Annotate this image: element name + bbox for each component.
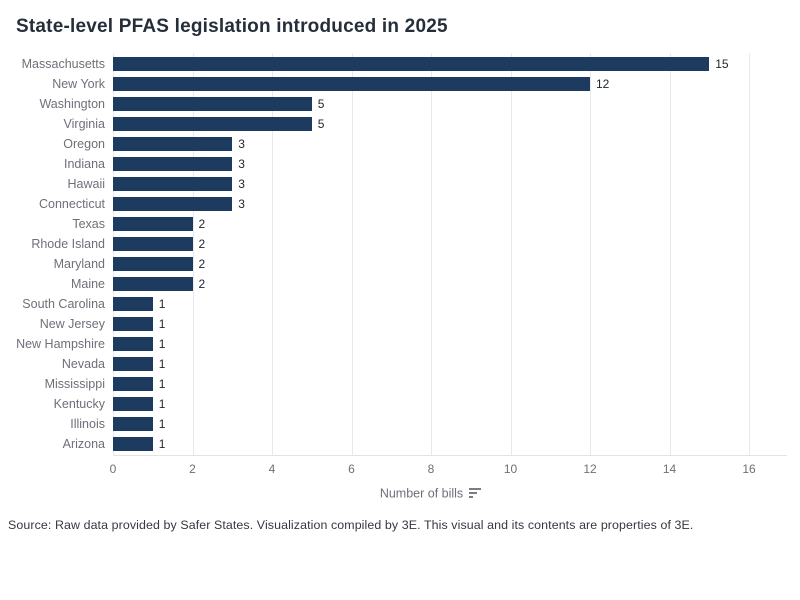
state-label: Mississippi [44,377,105,391]
bar [113,77,590,91]
bar [113,437,153,451]
bar [113,277,193,291]
bar [113,257,193,271]
x-tick-label: 10 [503,462,518,476]
value-label: 3 [238,177,245,191]
value-label: 1 [158,297,166,311]
value-label: 1 [158,317,166,331]
value-label: 1 [158,437,166,451]
gridline [749,53,750,455]
state-label: Hawaii [67,177,105,191]
bar [113,197,233,211]
value-label: 2 [198,237,206,251]
state-label: Massachusetts [21,57,105,71]
state-label: New Hampshire [16,337,105,351]
bar [113,117,312,131]
value-label: 5 [317,117,325,131]
state-label: Arizona [62,437,105,451]
value-label: 1 [158,357,166,371]
value-label: 3 [238,137,245,151]
chart-title: State-level PFAS legislation introduced … [16,16,448,37]
value-label: 2 [198,217,206,231]
state-label: New Jersey [39,317,105,331]
plot-area: 15 12 5 5 3 3 3 3 2 2 2 2 1 1 1 1 1 1 1 1 [113,53,750,455]
state-label: New York [52,77,105,91]
value-label: 15 [715,57,729,71]
source-note: Source: Raw data provided by Safer State… [8,518,694,532]
x-tick-label: 8 [427,462,435,476]
x-tick-label: 14 [662,462,677,476]
bar [113,397,153,411]
value-label: 1 [158,337,166,351]
state-label: Illinois [70,417,105,431]
bar [113,97,312,111]
bar [113,337,153,351]
x-axis-title-label: Number of bills [379,486,464,501]
bar [113,297,153,311]
bar [113,377,153,391]
state-label: Washington [39,97,105,111]
value-label: 12 [596,77,610,91]
bar [113,157,233,171]
value-label: 1 [158,397,166,411]
value-label: 2 [198,257,206,271]
bar [113,137,233,151]
x-tick-label: 2 [189,462,196,476]
bar [113,57,710,71]
state-label: Kentucky [53,397,105,411]
x-tick-label: 4 [268,462,276,476]
gridline [192,53,194,455]
value-label: 3 [238,197,245,211]
value-label: 5 [317,97,325,111]
x-tick-label: 0 [109,462,117,476]
state-label: South Carolina [22,297,105,311]
bar [113,417,153,431]
gridline [510,53,512,455]
bar [113,217,193,231]
value-label: 1 [158,417,166,431]
bar [113,317,153,331]
gridline [272,53,273,455]
x-tick-label: 6 [348,462,355,476]
gridline [590,53,591,455]
state-label: Maine [70,277,105,291]
state-label: Rhode Island [31,237,105,251]
state-label: Nevada [61,357,105,371]
x-tick-label: 12 [583,462,597,476]
gridline [431,53,432,455]
state-label: Virginia [63,117,105,131]
x-axis-title: Number of bills [113,486,749,501]
value-label: 2 [198,277,206,291]
bar [113,357,153,371]
state-label: Texas [72,217,105,231]
sort-descending-icon [469,487,482,498]
value-label: 3 [238,157,245,171]
x-axis-line [113,455,787,456]
gridline [113,53,114,455]
state-label: Connecticut [38,197,105,211]
value-label: 1 [158,377,166,391]
x-tick-label: 16 [742,462,756,476]
gridline [669,53,671,455]
x-axis-ticks: 0 2 4 6 8 10 12 14 16 [0,462,800,478]
bar [113,237,193,251]
state-label: Indiana [63,157,105,171]
state-label: Maryland [53,257,105,271]
state-label: Oregon [63,137,105,151]
bar [113,177,233,191]
gridline [351,53,353,455]
